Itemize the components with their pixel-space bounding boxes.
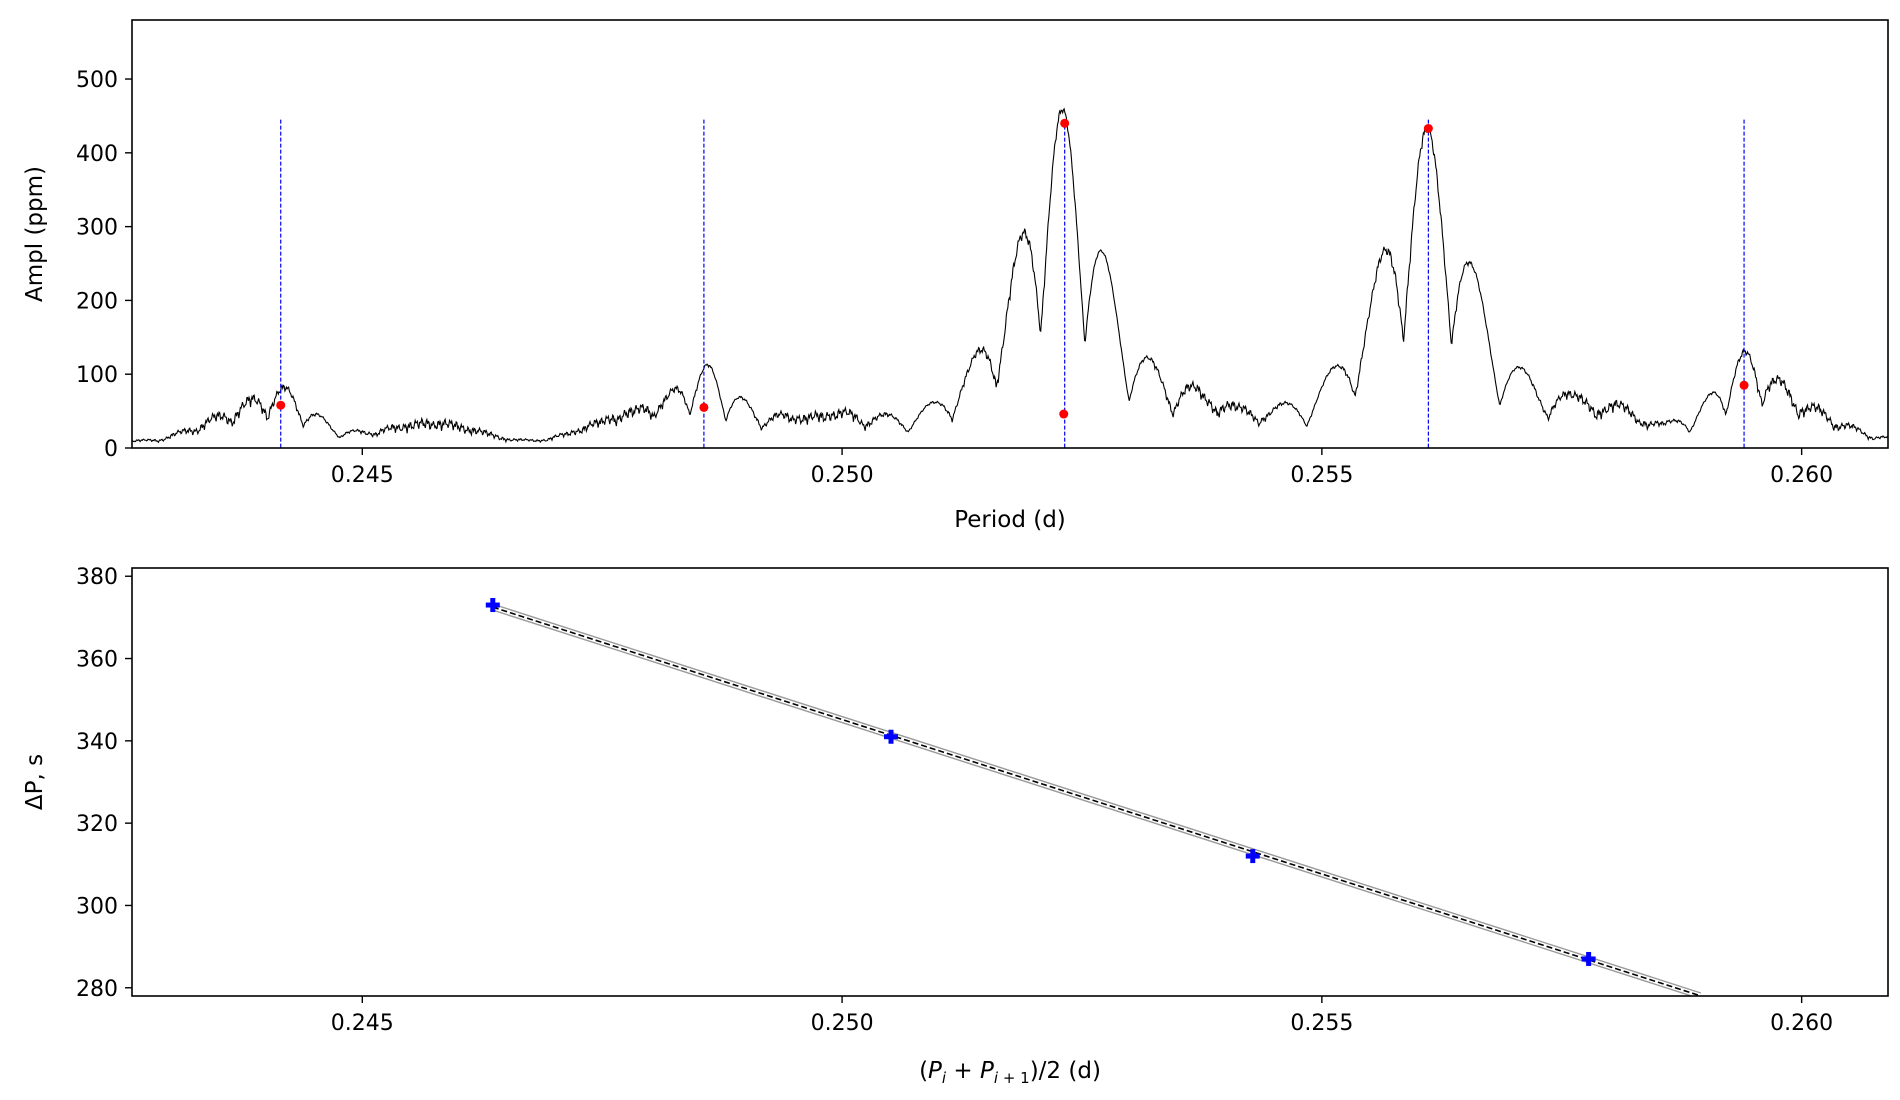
top-x-tick-label: 0.260 bbox=[1770, 463, 1833, 488]
period-spacing-point bbox=[1581, 951, 1596, 966]
identified-mode-marker bbox=[1060, 118, 1070, 128]
bottom-x-tick-label: 0.255 bbox=[1290, 1011, 1353, 1036]
plus-marker-vertical bbox=[490, 598, 496, 613]
bottom-x-tick-label: 0.250 bbox=[811, 1011, 874, 1036]
top-y-tick-label: 500 bbox=[76, 68, 118, 93]
spectrum-plot-area bbox=[132, 107, 1888, 448]
top-y-tick-label: 100 bbox=[76, 363, 118, 388]
top-y-tick-label: 200 bbox=[76, 289, 118, 314]
bottom-y-ticks: 280 300 320 340 360 380 bbox=[76, 565, 132, 1002]
bottom-y-tick-label: 380 bbox=[76, 565, 118, 590]
fit-uncertainty-lower bbox=[492, 609, 1694, 996]
identified-mode-marker bbox=[1059, 409, 1069, 419]
amplitude-spectrum-line bbox=[132, 107, 1888, 444]
top-y-tick-label: 400 bbox=[76, 142, 118, 167]
bottom-x-tick-label: 0.260 bbox=[1770, 1011, 1833, 1036]
top-y-ticks: 0 100 200 300 400 500 bbox=[76, 68, 132, 462]
period-spacing-point bbox=[884, 729, 899, 744]
bottom-y-tick-label: 280 bbox=[76, 977, 118, 1002]
period-spacing-point bbox=[485, 598, 500, 613]
top-x-tick-label: 0.245 bbox=[331, 463, 394, 488]
top-axes-frame bbox=[131, 19, 1889, 449]
top-x-ticks: 0.245 0.250 0.255 0.260 bbox=[331, 448, 1833, 488]
identified-mode-marker bbox=[1739, 380, 1749, 390]
identified-mode-marker bbox=[1423, 123, 1433, 133]
top-y-tick-label: 300 bbox=[76, 216, 118, 241]
bottom-y-tick-label: 300 bbox=[76, 894, 118, 919]
plus-marker-vertical bbox=[1586, 951, 1592, 966]
top-y-axis-title: Ampl (ppm) bbox=[22, 166, 48, 302]
plus-marker-vertical bbox=[1250, 849, 1256, 864]
spacing-plot-area bbox=[485, 598, 1702, 996]
identified-mode-marker bbox=[276, 400, 286, 410]
top-x-axis-title: Period (d) bbox=[954, 507, 1066, 533]
plus-marker-vertical bbox=[888, 729, 894, 744]
bottom-axes-frame bbox=[131, 567, 1889, 997]
fit-uncertainty-upper bbox=[492, 603, 1702, 994]
bottom-y-tick-label: 320 bbox=[76, 812, 118, 837]
top-x-tick-label: 0.250 bbox=[811, 463, 874, 488]
period-spacing-point bbox=[1245, 849, 1260, 864]
period-spacing-panel: 0.245 0.250 0.255 0.260 280300320340360380 … bbox=[22, 565, 1889, 1087]
bottom-y-tick-label: 360 bbox=[76, 648, 118, 673]
linear-fit-line bbox=[492, 606, 1702, 996]
bottom-x-axis-title: (Pi + Pi + 1)/2 (d) bbox=[919, 1058, 1101, 1087]
bottom-x-tick-label: 0.245 bbox=[331, 1011, 394, 1036]
bottom-y-tick-label: 340 bbox=[76, 730, 118, 755]
top-x-tick-label: 0.255 bbox=[1290, 463, 1353, 488]
top-y-tick-label: 0 bbox=[104, 437, 118, 462]
bottom-x-ticks: 0.245 0.250 0.255 0.260 bbox=[331, 996, 1833, 1036]
identified-mode-marker bbox=[699, 402, 709, 412]
bottom-y-axis-title: ΔP, s bbox=[22, 754, 48, 810]
amplitude-spectrum-panel: 0.245 0.250 0.255 0.260 0 100 200 300 400 500 Pe… bbox=[22, 19, 1889, 533]
